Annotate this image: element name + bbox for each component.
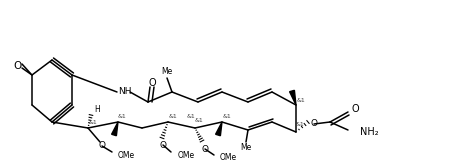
Text: NH₂: NH₂ [360,127,379,137]
Text: OMe: OMe [118,152,135,160]
Polygon shape [290,90,296,105]
Text: &1: &1 [187,113,195,119]
Text: O: O [351,104,359,114]
Text: O: O [159,140,166,149]
Polygon shape [112,122,118,136]
Text: &1: &1 [296,121,304,127]
Polygon shape [216,122,222,136]
Text: O: O [148,78,156,88]
Text: &1: &1 [223,115,231,120]
Text: O: O [98,141,105,151]
Text: &1: &1 [169,115,177,120]
Text: O: O [310,120,317,128]
Text: NH: NH [118,88,132,96]
Text: OMe: OMe [178,151,195,160]
Text: &1: &1 [297,97,305,103]
Text: &1: &1 [89,120,97,125]
Text: H: H [94,105,100,115]
Text: &1: &1 [118,115,127,120]
Text: &1: &1 [195,117,203,123]
Text: O: O [201,144,208,153]
Text: O: O [14,61,22,71]
Text: Me: Me [161,68,173,76]
Text: OMe: OMe [220,153,237,160]
Text: Me: Me [240,143,252,152]
